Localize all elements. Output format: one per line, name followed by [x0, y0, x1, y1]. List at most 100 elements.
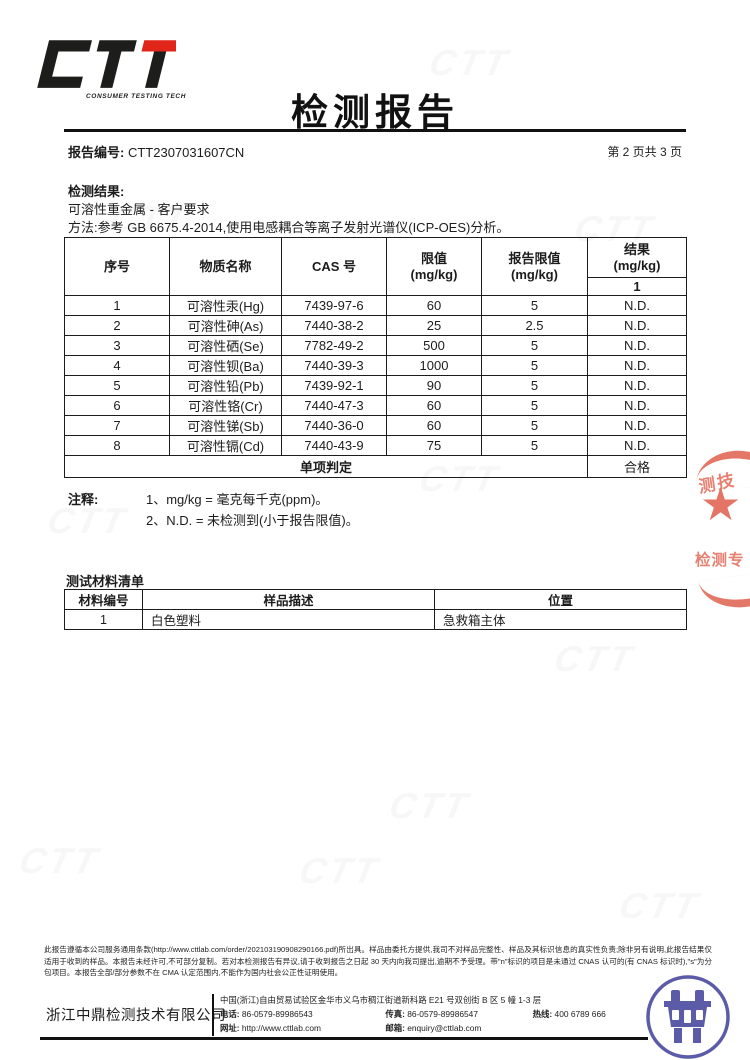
table-row: 7 可溶性锑(Sb) 7440-36-0 60 5 N.D. [64, 415, 687, 436]
table-row: 5 可溶性铅(Pb) 7439-92-1 90 5 N.D. [64, 375, 687, 396]
materials-row: 1 白色塑料 急救箱主体 [64, 609, 687, 630]
cell-substance: 可溶性锑(Sb) [169, 415, 282, 436]
cell-limit: 60 [386, 395, 482, 416]
table-row: 8 可溶性镉(Cd) 7440-43-9 75 5 N.D. [64, 435, 687, 456]
cell-no: 5 [64, 375, 170, 396]
stamp-text-bottom: 检测专 [695, 552, 745, 569]
cell-report-limit: 2.5 [481, 315, 588, 336]
cell-limit: 75 [386, 435, 482, 456]
footer-contacts: 中国(浙江)自由贸易试验区金华市义乌市稠江街道新科路 E21 号双创街 B 区 … [220, 993, 640, 1035]
watermark-ctt: CTT [550, 638, 639, 679]
col-header-report-limit: 报告限值 (mg/kg) [481, 237, 588, 296]
watermark-ctt: CTT [385, 785, 474, 826]
table-row: 3 可溶性硒(Se) 7782-49-2 500 5 N.D. [64, 335, 687, 356]
cell-result: N.D. [587, 355, 687, 376]
cell-limit: 90 [386, 375, 482, 396]
col-header-position: 位置 [434, 589, 687, 610]
cell-limit: 60 [386, 295, 482, 316]
cell-substance: 可溶性砷(As) [169, 315, 282, 336]
note-item: 2、N.D. = 未检测到(小于报告限值)。 [146, 513, 359, 528]
cell-substance: 可溶性镉(Cd) [169, 435, 282, 456]
cell-report-limit: 5 [481, 435, 588, 456]
cell-report-limit: 5 [481, 395, 588, 416]
watermark-ctt: CTT [15, 840, 104, 881]
cell-limit: 25 [386, 315, 482, 336]
cell-report-limit: 5 [481, 335, 588, 356]
judgment-row: 单项判定 合格 [64, 455, 687, 478]
watermark-ctt: CTT [295, 850, 384, 891]
table-row: 4 可溶性钡(Ba) 7440-39-3 1000 5 N.D. [64, 355, 687, 376]
hotline-label: 热线: [532, 1009, 553, 1019]
judgment-value: 合格 [587, 455, 687, 478]
cell-result: N.D. [587, 315, 687, 336]
materials-header-row: 材料编号 样品描述 位置 [64, 589, 687, 610]
disclaimer-text: 此报告遵循本公司服务通用条款(http://www.cttlab.com/ord… [44, 945, 712, 978]
email-value: enquiry@cttlab.com [407, 1023, 482, 1033]
cell-no: 8 [64, 435, 170, 456]
cell-cas: 7782-49-2 [281, 335, 387, 356]
cell-report-limit: 5 [481, 415, 588, 436]
cell-cas: 7440-38-2 [281, 315, 387, 336]
cell-cas: 7440-43-9 [281, 435, 387, 456]
col-header-limit: 限值 (mg/kg) [386, 237, 482, 296]
col-header-description: 样品描述 [142, 589, 435, 610]
cell-limit: 1000 [386, 355, 482, 376]
cell-result: N.D. [587, 415, 687, 436]
cell-cas: 7440-39-3 [281, 355, 387, 376]
cell-no: 6 [64, 395, 170, 416]
page-title: 检测报告 [291, 92, 459, 133]
cell-material-id: 1 [64, 609, 143, 630]
phone-label: 电话: [220, 1009, 240, 1019]
cell-cas: 7439-92-1 [281, 375, 387, 396]
company-address: 中国(浙江)自由贸易试验区金华市义乌市稠江街道新科路 E21 号双创街 B 区 … [220, 995, 542, 1005]
cell-cas: 7440-36-0 [281, 415, 387, 436]
watermark-ctt: CTT [615, 885, 704, 926]
hotline-value: 400 6789 666 [554, 1009, 606, 1019]
stamp-arc-bottom [698, 569, 750, 613]
table-row: 2 可溶性砷(As) 7440-38-2 25 2.5 N.D. [64, 315, 687, 336]
cell-substance: 可溶性硒(Se) [169, 335, 282, 356]
cell-no: 1 [64, 295, 170, 316]
purple-company-seal [644, 973, 732, 1060]
results-section-title: 检测结果: [68, 184, 125, 199]
table-row: 6 可溶性铬(Cr) 7440-47-3 60 5 N.D. [64, 395, 687, 416]
table-row: 1 可溶性汞(Hg) 7439-97-6 60 5 N.D. [64, 295, 687, 316]
company-name: 浙江中鼎检测技术有限公司 [46, 1008, 226, 1024]
cell-no: 4 [64, 355, 170, 376]
title-divider [64, 129, 686, 132]
materials-table: 材料编号 样品描述 位置 1 白色塑料 急救箱主体 [64, 589, 687, 630]
email-label: 邮箱: [385, 1023, 405, 1033]
results-subtitle: 可溶性重金属 - 客户要求 [68, 202, 210, 217]
col-header-substance: 物质名称 [169, 237, 282, 296]
cell-result: N.D. [587, 295, 687, 316]
cell-no: 2 [64, 315, 170, 336]
report-number-line: 报告编号: CTT2307031607CN 第 2 页共 3 页 [68, 142, 686, 161]
cell-no: 7 [64, 415, 170, 436]
col-header-no: 序号 [64, 237, 170, 296]
notes-list: 1、mg/kg = 毫克每千克(ppm)。 2、N.D. = 未检测到(小于报告… [146, 489, 359, 531]
report-number-value: CTT2307031607CN [127, 145, 245, 160]
star-icon: ★ [700, 478, 742, 530]
cell-description: 白色塑料 [142, 609, 435, 630]
cell-report-limit: 5 [481, 355, 588, 376]
note-item: 1、mg/kg = 毫克每千克(ppm)。 [146, 492, 329, 507]
cell-no: 3 [64, 335, 170, 356]
col-header-result: 结果 (mg/kg) [587, 237, 687, 278]
ctt-logo-letters [37, 40, 176, 88]
phone-value: 86-0579-89986543 [241, 1009, 313, 1019]
website-value: http://www.cttlab.com [241, 1023, 321, 1033]
footer-company-block: 浙江中鼎检测技术有限公司 中国(浙江)自由贸易试验区金华市义乌市稠江街道新科路 … [40, 992, 710, 1038]
cell-result: N.D. [587, 395, 687, 416]
notes-label: 注释: [68, 492, 99, 507]
materials-section-title: 测试材料清单 [66, 574, 145, 589]
fax-label: 传真: [385, 1009, 405, 1019]
watermark-ctt: CTT [425, 42, 514, 83]
results-table: 序号 物质名称 CAS 号 限值 (mg/kg) 报告限值 (mg/kg) 结果… [64, 237, 687, 478]
ctt-logo: CONSUMER TESTING TECH [36, 36, 185, 108]
judgment-label: 单项判定 [64, 455, 588, 478]
ding-vessel-icon [646, 975, 730, 1059]
cell-report-limit: 5 [481, 295, 588, 316]
cell-result: N.D. [587, 435, 687, 456]
cell-substance: 可溶性钡(Ba) [169, 355, 282, 376]
cell-substance: 可溶性汞(Hg) [169, 295, 282, 316]
